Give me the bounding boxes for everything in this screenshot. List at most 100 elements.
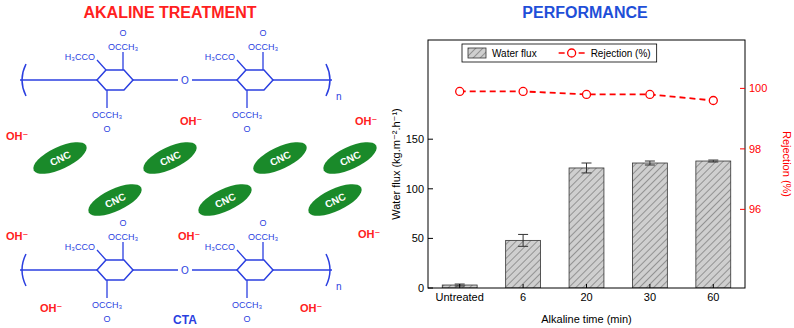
y-tick-label: 50 (412, 232, 424, 244)
error-cap (645, 164, 655, 165)
cnc: CNC (249, 136, 311, 180)
legend-label: Rejection (%) (591, 48, 651, 59)
diagram: nOOCCH₃OOCCH₃OH₃CCOOCCH₃OOCCH₃OH₃CCOnOOC… (6, 28, 381, 327)
rejection-marker (709, 96, 717, 104)
cnc-particle (84, 178, 146, 222)
rejection-line (460, 91, 714, 100)
bond (106, 90, 107, 108)
rejection-marker (519, 87, 527, 95)
x-tick (523, 284, 524, 288)
bond (97, 250, 106, 260)
acetyl-group: OCCH₃ (108, 232, 138, 242)
chart: 0501001509698100Untreated6203060Alkaline… (390, 40, 793, 325)
error-line (586, 163, 587, 173)
acetyl-group: H₃CCO (205, 242, 235, 252)
bond (20, 79, 97, 80)
acetyl-group: OCCH₃ (108, 42, 138, 52)
bond (106, 280, 107, 298)
cnc-label: CNC (338, 149, 362, 168)
bar (696, 161, 731, 288)
carbonyl-oxygen: O (103, 314, 110, 324)
bond (262, 242, 263, 260)
hydroxide-ion: OH⁻ (178, 230, 201, 242)
x-tick-label: 6 (520, 291, 526, 303)
legend-label: Water flux (492, 48, 537, 59)
error-cap (708, 160, 718, 161)
canvas: AKALINE TREATMENTPERFORMANCEnOOCCH₃OOCCH… (0, 0, 794, 328)
x-tick (586, 284, 587, 288)
cnc-particle (29, 136, 91, 180)
cnc-particle (139, 136, 201, 180)
bond (237, 250, 246, 260)
y2-tick-label: 96 (749, 203, 761, 215)
carbonyl-oxygen: O (119, 28, 126, 38)
cnc-particle (249, 136, 311, 180)
hydroxide-ion: OH⁻ (40, 302, 63, 314)
acetyl-group: OCCH₃ (232, 110, 262, 120)
legend-box (462, 44, 657, 62)
cnc-particle (194, 178, 256, 222)
plot-frame (428, 40, 745, 288)
carbonyl-oxygen: O (259, 218, 266, 228)
panel-title: AKALINE TREATMENT (83, 4, 256, 21)
polymer-label: CTA (173, 313, 197, 327)
x-tick-label: 30 (644, 291, 656, 303)
acetyl-group: OCCH₃ (248, 232, 278, 242)
bond (133, 79, 178, 80)
glycosidic-oxygen: O (181, 75, 189, 86)
panel-title: PERFORMANCE (522, 4, 648, 21)
y-axis-title: Water flux (kg.m⁻².h⁻¹) (390, 108, 402, 219)
cnc-label: CNC (103, 191, 127, 210)
acetyl-group: H₃CCO (205, 52, 235, 62)
cnc: CNC (29, 136, 91, 180)
bar (632, 163, 667, 288)
cnc: CNC (304, 178, 366, 222)
legend: Water flux Rejection (%) (462, 44, 657, 62)
cnc-label: CNC (213, 191, 237, 210)
bond (192, 269, 237, 270)
rejection-marker (646, 90, 654, 98)
marks (442, 87, 730, 288)
y2-tick-label: 100 (749, 82, 767, 94)
bond (273, 79, 332, 80)
carbonyl-oxygen: O (259, 28, 266, 38)
bond (192, 79, 237, 80)
cnc-particle (319, 136, 381, 180)
cnc-particle (304, 178, 366, 222)
carbonyl-oxygen: O (119, 218, 126, 228)
bond (262, 52, 263, 70)
error-bar (708, 160, 718, 162)
acetyl-group: OCCH₃ (248, 42, 278, 52)
cnc: CNC (194, 178, 256, 222)
bar (506, 240, 541, 288)
error-line (523, 234, 524, 246)
error-bar (518, 234, 528, 246)
cnc-label: CNC (268, 149, 292, 168)
bond (273, 269, 332, 270)
y-tick-label: 0 (418, 282, 424, 294)
cnc: CNC (139, 136, 201, 180)
bond (246, 90, 247, 108)
hydroxide-ion: OH⁻ (6, 130, 29, 142)
error-cap (708, 162, 718, 163)
y2-tick (740, 209, 745, 210)
glycosidic-oxygen: O (181, 265, 189, 276)
error-bar (582, 163, 592, 173)
y2-tick (740, 88, 745, 89)
glucose-ring (237, 70, 273, 90)
acetyl-group: OCCH₃ (92, 110, 122, 120)
cnc-label: CNC (323, 191, 347, 210)
x-tick-label: Untreated (436, 291, 484, 303)
bond (122, 52, 123, 70)
x-axis-title: Alkaline time (min) (541, 313, 631, 325)
y-tick (428, 238, 433, 239)
x-tick (649, 284, 650, 288)
carbonyl-oxygen: O (243, 124, 250, 134)
glucose-ring (97, 70, 133, 90)
hydroxide-ion: OH⁻ (180, 115, 203, 127)
y2-tick (740, 148, 745, 149)
bond (133, 269, 178, 270)
hydroxide-ion: OH⁻ (355, 115, 378, 127)
y-tick-label: 100 (406, 183, 424, 195)
hydroxide-ion: OH⁻ (300, 302, 323, 314)
